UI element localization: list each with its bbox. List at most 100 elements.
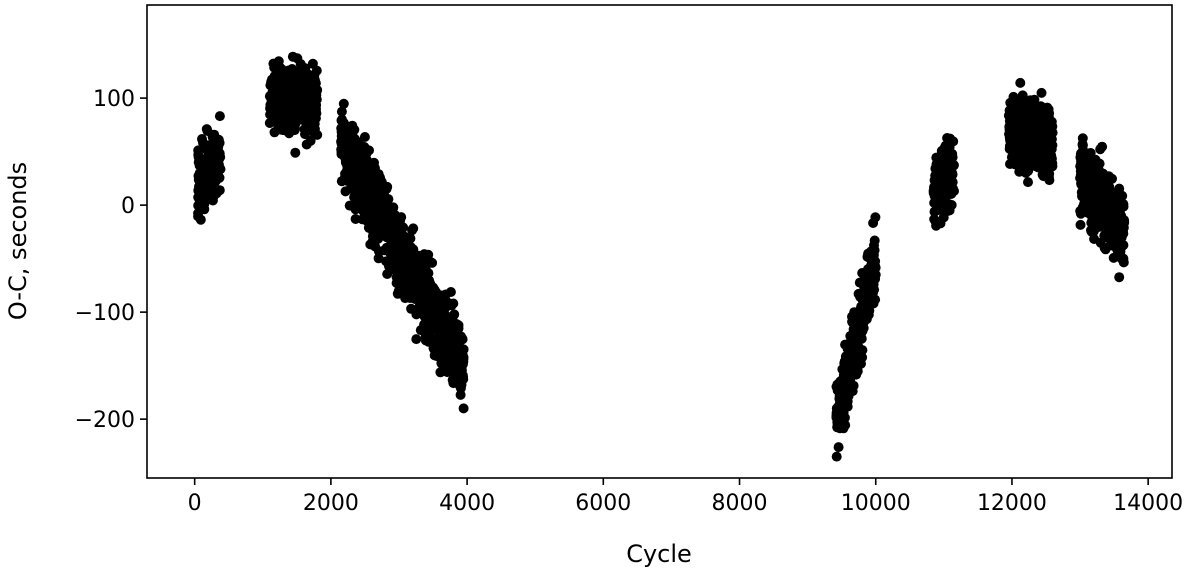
data-point: [436, 303, 447, 314]
data-point: [1077, 191, 1087, 202]
data-point: [943, 183, 954, 194]
data-point: [383, 256, 394, 267]
data-point: [1008, 91, 1019, 102]
data-point: [1118, 257, 1129, 268]
x-axis: 0 2000 4000 6000 8000 10000 12000 14000: [188, 478, 1183, 516]
data-point: [342, 164, 353, 175]
data-point: [840, 420, 851, 431]
data-point: [436, 358, 447, 369]
data-point: [1089, 234, 1100, 244]
data-point: [290, 147, 301, 158]
data-point: [336, 131, 347, 141]
data-point: [832, 416, 843, 427]
data-point: [338, 98, 349, 109]
data-point: [931, 168, 942, 179]
data-point: [275, 124, 286, 135]
data-point: [1044, 161, 1055, 172]
data-point: [408, 223, 419, 234]
data-point: [864, 293, 875, 304]
data-point: [942, 161, 953, 172]
data-point: [339, 122, 350, 133]
y-axis-title: O-C, seconds: [4, 162, 32, 320]
data-point: [853, 341, 864, 352]
data-point: [945, 133, 956, 144]
data-point: [458, 403, 469, 414]
data-point: [1094, 197, 1104, 208]
data-point: [1015, 77, 1026, 88]
data-point: [339, 151, 350, 162]
data-point: [1038, 145, 1049, 156]
data-point: [293, 114, 304, 125]
data-point: [457, 370, 468, 381]
data-point: [394, 285, 405, 296]
x-tick-label: 6000: [575, 491, 631, 516]
data-point: [295, 92, 306, 103]
data-point: [1018, 158, 1029, 169]
data-point: [869, 235, 880, 246]
data-point: [410, 251, 421, 262]
data-point: [931, 220, 942, 231]
data-point: [380, 182, 391, 192]
data-point: [292, 75, 302, 86]
data-point: [1114, 183, 1125, 194]
data-point: [406, 303, 417, 314]
y-tick-label: −200: [75, 408, 135, 433]
data-point: [292, 53, 303, 64]
data-point: [398, 222, 409, 233]
data-points: [193, 51, 1130, 462]
y-tick-label: 100: [93, 87, 135, 112]
data-point: [446, 329, 457, 340]
x-tick-label: 10000: [841, 491, 911, 516]
y-tick-label: 0: [121, 194, 135, 219]
data-point: [1018, 97, 1029, 108]
data-point: [833, 442, 844, 453]
data-point: [1009, 159, 1020, 170]
data-point: [1007, 126, 1018, 136]
data-point: [336, 106, 347, 117]
data-point: [1099, 243, 1110, 253]
data-point: [309, 113, 320, 124]
data-point: [837, 388, 848, 399]
data-point: [865, 274, 876, 285]
data-point: [1043, 172, 1054, 183]
data-point: [1075, 219, 1086, 230]
data-point: [203, 193, 214, 204]
data-point: [1114, 241, 1124, 252]
data-point: [384, 223, 395, 234]
data-point: [1099, 230, 1110, 241]
data-point: [1088, 173, 1099, 184]
data-point: [300, 129, 310, 140]
data-point: [435, 367, 446, 378]
data-point: [1077, 140, 1088, 151]
data-point: [408, 261, 419, 272]
data-point: [1005, 135, 1016, 146]
data-point: [365, 239, 376, 250]
data-point: [1038, 118, 1049, 129]
data-point: [940, 149, 951, 159]
data-point: [1103, 201, 1114, 212]
data-point: [942, 206, 953, 216]
data-point: [308, 126, 319, 137]
data-point: [445, 287, 456, 297]
data-point: [396, 246, 407, 257]
data-point: [273, 56, 284, 67]
data-point: [199, 185, 210, 195]
data-point: [274, 86, 285, 97]
data-point: [395, 237, 405, 248]
data-point: [336, 138, 347, 149]
data-point: [859, 305, 870, 315]
data-point: [355, 200, 366, 211]
data-point: [1108, 252, 1119, 263]
plot-frame: [146, 4, 1173, 479]
data-point: [305, 135, 316, 146]
y-axis: −200 −100 0 100: [75, 87, 147, 433]
data-point: [870, 212, 881, 223]
data-point: [199, 156, 210, 167]
data-point: [1118, 215, 1129, 226]
data-point: [1094, 221, 1105, 232]
data-point: [193, 211, 204, 222]
data-point: [198, 142, 209, 153]
data-point: [1114, 272, 1125, 283]
data-point: [283, 110, 294, 121]
data-point: [1044, 132, 1055, 143]
